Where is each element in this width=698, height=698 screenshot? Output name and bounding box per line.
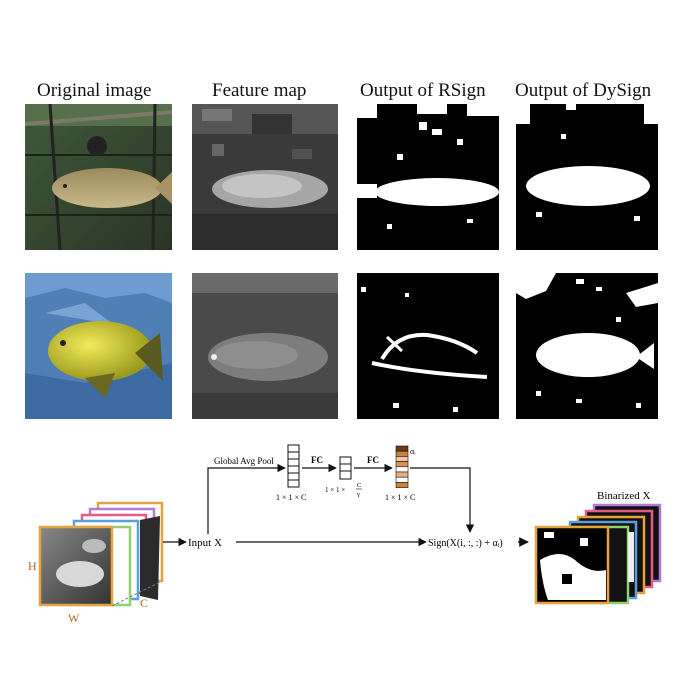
- fc1-label: FC: [311, 455, 323, 465]
- axis-w-label: W: [68, 611, 80, 625]
- dim-label-1: 1 × 1 × C: [276, 493, 306, 502]
- alpha-label: αᵢ: [410, 447, 416, 456]
- reduced-vector: [339, 456, 352, 480]
- title-original-image: Original image: [37, 80, 152, 101]
- dim-label-3: 1 × 1 × C: [385, 493, 415, 502]
- dysign-output-1: [516, 104, 658, 250]
- title-output-rsign: Output of RSign: [360, 80, 486, 101]
- global-avg-pool-label: Global Avg Pool: [214, 456, 274, 466]
- input-stack: [38, 501, 164, 607]
- sign-formula-label: Sign(X(i, :, :) + αᵢ): [428, 538, 503, 549]
- alpha-vector: [395, 445, 409, 488]
- photo-fish-1: [25, 104, 172, 250]
- dim-label-2-den: γ: [356, 491, 360, 498]
- input-x-label: Input X: [188, 537, 222, 549]
- rsign-output-1: [357, 104, 499, 250]
- title-feature-map: Feature map: [212, 80, 307, 101]
- dim-label-2-num: C: [357, 482, 361, 489]
- axis-h-label: H: [28, 559, 37, 573]
- axis-c-label: C: [140, 596, 148, 610]
- binarized-output-stack: [534, 503, 662, 605]
- rsign-output-2: [357, 273, 499, 419]
- title-output-dysign: Output of DySign: [515, 80, 652, 101]
- feature-map-2: [192, 273, 338, 419]
- photo-fish-2: [25, 273, 172, 419]
- fc2-label: FC: [367, 455, 379, 465]
- dysign-output-2: [516, 273, 658, 419]
- dim-label-2-prefix: 1 × 1 ×: [325, 486, 345, 494]
- pooled-vector: [287, 444, 300, 488]
- feature-map-1: [192, 104, 338, 250]
- binarized-x-label: Binarized X: [597, 490, 651, 502]
